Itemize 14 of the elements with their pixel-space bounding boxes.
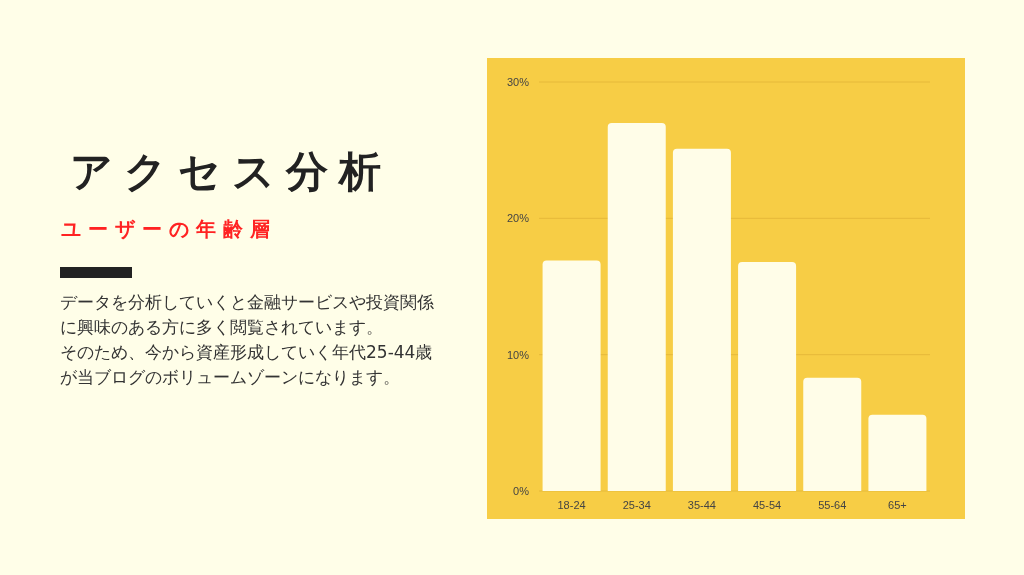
x-tick-label: 65+ bbox=[888, 499, 907, 511]
y-tick-label: 20% bbox=[506, 212, 530, 225]
text: そのため、今から資産形成していく年代25-44歳が当ブログのボリュームゾーンになります。 bbox=[60, 341, 434, 389]
y-tick-label: 10% bbox=[506, 348, 530, 361]
y-tick-label: 0% bbox=[513, 485, 530, 497]
x-tick-label: 55-64 bbox=[818, 499, 847, 511]
text: ユーザーの年齢層 bbox=[61, 216, 277, 243]
text: データを分析していくと金融サービスや投資関係に興味のある方に多く閲覧されています。 bbox=[60, 291, 435, 339]
text: アクセス分析 bbox=[70, 146, 392, 198]
y-tick-label: 30% bbox=[506, 76, 530, 88]
x-tick-label: 45-54 bbox=[753, 499, 782, 511]
x-tick-label: 35-44 bbox=[687, 499, 716, 511]
x-tick-label: 25-34 bbox=[622, 499, 651, 511]
x-tick-label: 18-24 bbox=[557, 499, 586, 511]
